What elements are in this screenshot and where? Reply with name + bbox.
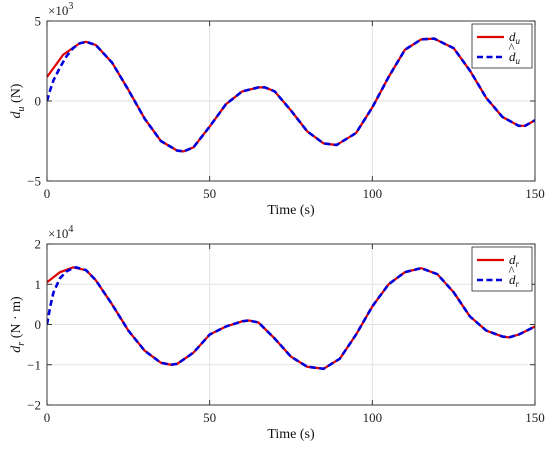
legend-box xyxy=(471,246,533,292)
series-line-2 xyxy=(47,37,535,153)
x-axis-label: Time (s) xyxy=(267,427,315,442)
x-tick-label: 50 xyxy=(203,186,216,201)
y-axis-label: du (N) xyxy=(9,83,27,118)
y-exponent-label: ×103 xyxy=(48,1,73,18)
chart-panel-2: 0 50 100 150 −2 −1 0 1 2 ×104 Time (s) dr (N · m) dr… xyxy=(9,224,545,442)
x-tick-label: 100 xyxy=(363,186,383,201)
legend: dr dr^ xyxy=(471,246,533,292)
legend: du du^ xyxy=(471,23,533,69)
legend-label-1: dr xyxy=(509,252,520,269)
legend-label-2: dr xyxy=(509,272,520,289)
series-line-2 xyxy=(47,266,535,371)
x-tick-label: 0 xyxy=(44,410,51,425)
x-tick-label: 150 xyxy=(525,410,545,425)
y-tick-label: −2 xyxy=(27,398,41,413)
y-tick-label: 0 xyxy=(35,94,42,109)
legend-label-2: du xyxy=(509,49,521,66)
y-tick-label: 5 xyxy=(35,14,42,29)
legend-hat-mark: ^ xyxy=(508,40,514,55)
x-tick-label: 100 xyxy=(363,410,383,425)
x-tick-label: 150 xyxy=(525,186,545,201)
x-tick-label: 0 xyxy=(44,186,51,201)
y-tick-label: 1 xyxy=(35,277,42,292)
legend-hat-mark: ^ xyxy=(508,263,514,278)
y-tick-label: 0 xyxy=(35,317,42,332)
y-tick-label: −1 xyxy=(27,357,41,372)
x-axis-label: Time (s) xyxy=(267,203,315,218)
x-tick-label: 50 xyxy=(203,410,216,425)
y-exponent-label: ×104 xyxy=(48,224,73,241)
y-tick-label: −5 xyxy=(27,174,41,189)
legend-label-1: du xyxy=(509,29,521,46)
y-axis-label: dr (N · m) xyxy=(9,296,27,353)
y-tick-label: 2 xyxy=(35,237,42,252)
legend-box xyxy=(471,23,533,69)
